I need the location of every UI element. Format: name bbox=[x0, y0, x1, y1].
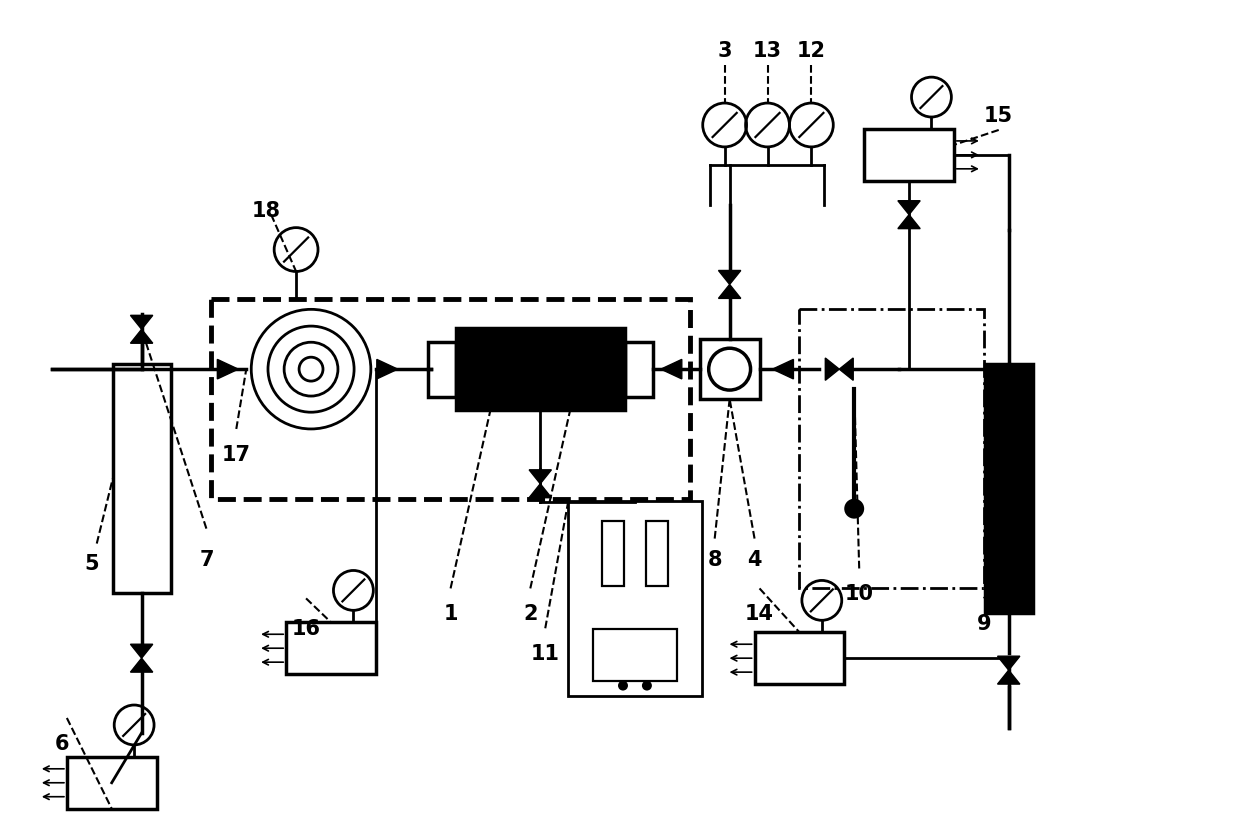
Polygon shape bbox=[718, 285, 740, 299]
Bar bbox=[455, 329, 625, 411]
Text: 16: 16 bbox=[291, 619, 321, 638]
Bar bbox=[286, 623, 376, 674]
Text: 4: 4 bbox=[748, 549, 761, 569]
Bar bbox=[800, 310, 983, 589]
Bar bbox=[625, 342, 653, 397]
Text: 10: 10 bbox=[844, 584, 874, 604]
Bar bbox=[755, 633, 844, 684]
Polygon shape bbox=[130, 330, 153, 344]
Bar bbox=[428, 342, 455, 397]
Circle shape bbox=[618, 681, 627, 691]
Bar bbox=[699, 339, 760, 400]
Text: 2: 2 bbox=[523, 604, 538, 623]
Text: 1: 1 bbox=[444, 604, 458, 623]
Bar bbox=[593, 629, 677, 681]
Circle shape bbox=[642, 681, 652, 691]
Bar bbox=[985, 364, 1033, 614]
Bar bbox=[603, 522, 624, 586]
Polygon shape bbox=[529, 484, 552, 498]
Polygon shape bbox=[898, 201, 920, 215]
Polygon shape bbox=[529, 470, 552, 484]
Text: 15: 15 bbox=[985, 106, 1013, 126]
Polygon shape bbox=[130, 658, 153, 672]
Polygon shape bbox=[997, 671, 1019, 684]
Text: 18: 18 bbox=[252, 200, 280, 220]
Polygon shape bbox=[217, 360, 238, 379]
Text: 9: 9 bbox=[976, 614, 991, 633]
Text: 7: 7 bbox=[200, 549, 213, 569]
Text: 11: 11 bbox=[531, 643, 559, 663]
Polygon shape bbox=[718, 271, 740, 285]
Bar bbox=[211, 300, 689, 499]
Text: 17: 17 bbox=[222, 445, 250, 465]
Polygon shape bbox=[773, 360, 794, 379]
Text: 13: 13 bbox=[753, 41, 782, 61]
Polygon shape bbox=[130, 316, 153, 330]
Bar bbox=[864, 130, 954, 181]
Polygon shape bbox=[839, 359, 853, 381]
Text: 3: 3 bbox=[718, 41, 732, 61]
Polygon shape bbox=[997, 657, 1019, 671]
Polygon shape bbox=[898, 215, 920, 229]
Bar bbox=[67, 757, 156, 809]
Polygon shape bbox=[826, 359, 839, 381]
Text: 8: 8 bbox=[708, 549, 722, 569]
Bar bbox=[646, 522, 668, 586]
Bar bbox=[113, 364, 171, 594]
Text: 5: 5 bbox=[84, 554, 99, 574]
Polygon shape bbox=[130, 644, 153, 658]
Text: 12: 12 bbox=[797, 41, 826, 61]
Text: 14: 14 bbox=[745, 604, 774, 623]
Bar bbox=[568, 502, 702, 696]
Polygon shape bbox=[661, 360, 682, 379]
Text: 6: 6 bbox=[55, 733, 69, 753]
Polygon shape bbox=[377, 360, 398, 379]
Circle shape bbox=[844, 499, 864, 519]
